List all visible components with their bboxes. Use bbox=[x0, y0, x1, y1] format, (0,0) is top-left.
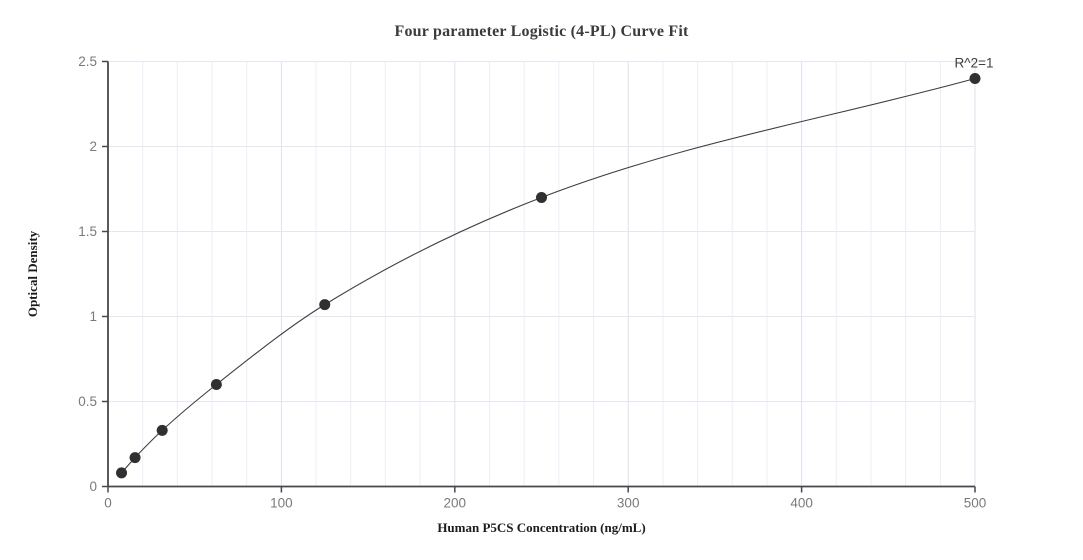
data-point bbox=[536, 192, 547, 203]
data-point bbox=[116, 467, 128, 479]
data-point bbox=[969, 73, 981, 84]
data-points bbox=[116, 73, 981, 479]
y-tick-label: 1 bbox=[89, 309, 97, 324]
y-tick-label: 1.5 bbox=[78, 224, 97, 239]
x-tick-label: 500 bbox=[964, 496, 987, 511]
x-tick-label: 200 bbox=[444, 496, 467, 511]
y-tick-label: 0.5 bbox=[78, 394, 97, 409]
data-point bbox=[210, 379, 222, 390]
fit-curve bbox=[121, 77, 976, 474]
x-axis-title: Human P5CS Concentration (ng/mL) bbox=[437, 520, 646, 535]
y-tick-label: 0 bbox=[89, 479, 97, 494]
data-point bbox=[129, 452, 141, 464]
x-tick-label: 100 bbox=[270, 496, 293, 511]
data-point bbox=[156, 424, 168, 436]
x-tick-label: 300 bbox=[617, 496, 640, 511]
y-tick-label: 2 bbox=[89, 139, 97, 154]
axes: 0 100 200 300 400 500 0 0.5 1 1.5 2 2.5 bbox=[78, 54, 986, 511]
data-point bbox=[319, 299, 331, 311]
x-tick-label: 400 bbox=[790, 496, 813, 511]
r-squared-annotation: R^2=1 bbox=[955, 56, 994, 71]
y-tick-label: 2.5 bbox=[78, 54, 97, 69]
chart-title: Four parameter Logistic (4-PL) Curve Fit bbox=[394, 23, 689, 40]
grid-lines bbox=[108, 61, 976, 487]
x-tick-label: 0 bbox=[104, 496, 112, 511]
